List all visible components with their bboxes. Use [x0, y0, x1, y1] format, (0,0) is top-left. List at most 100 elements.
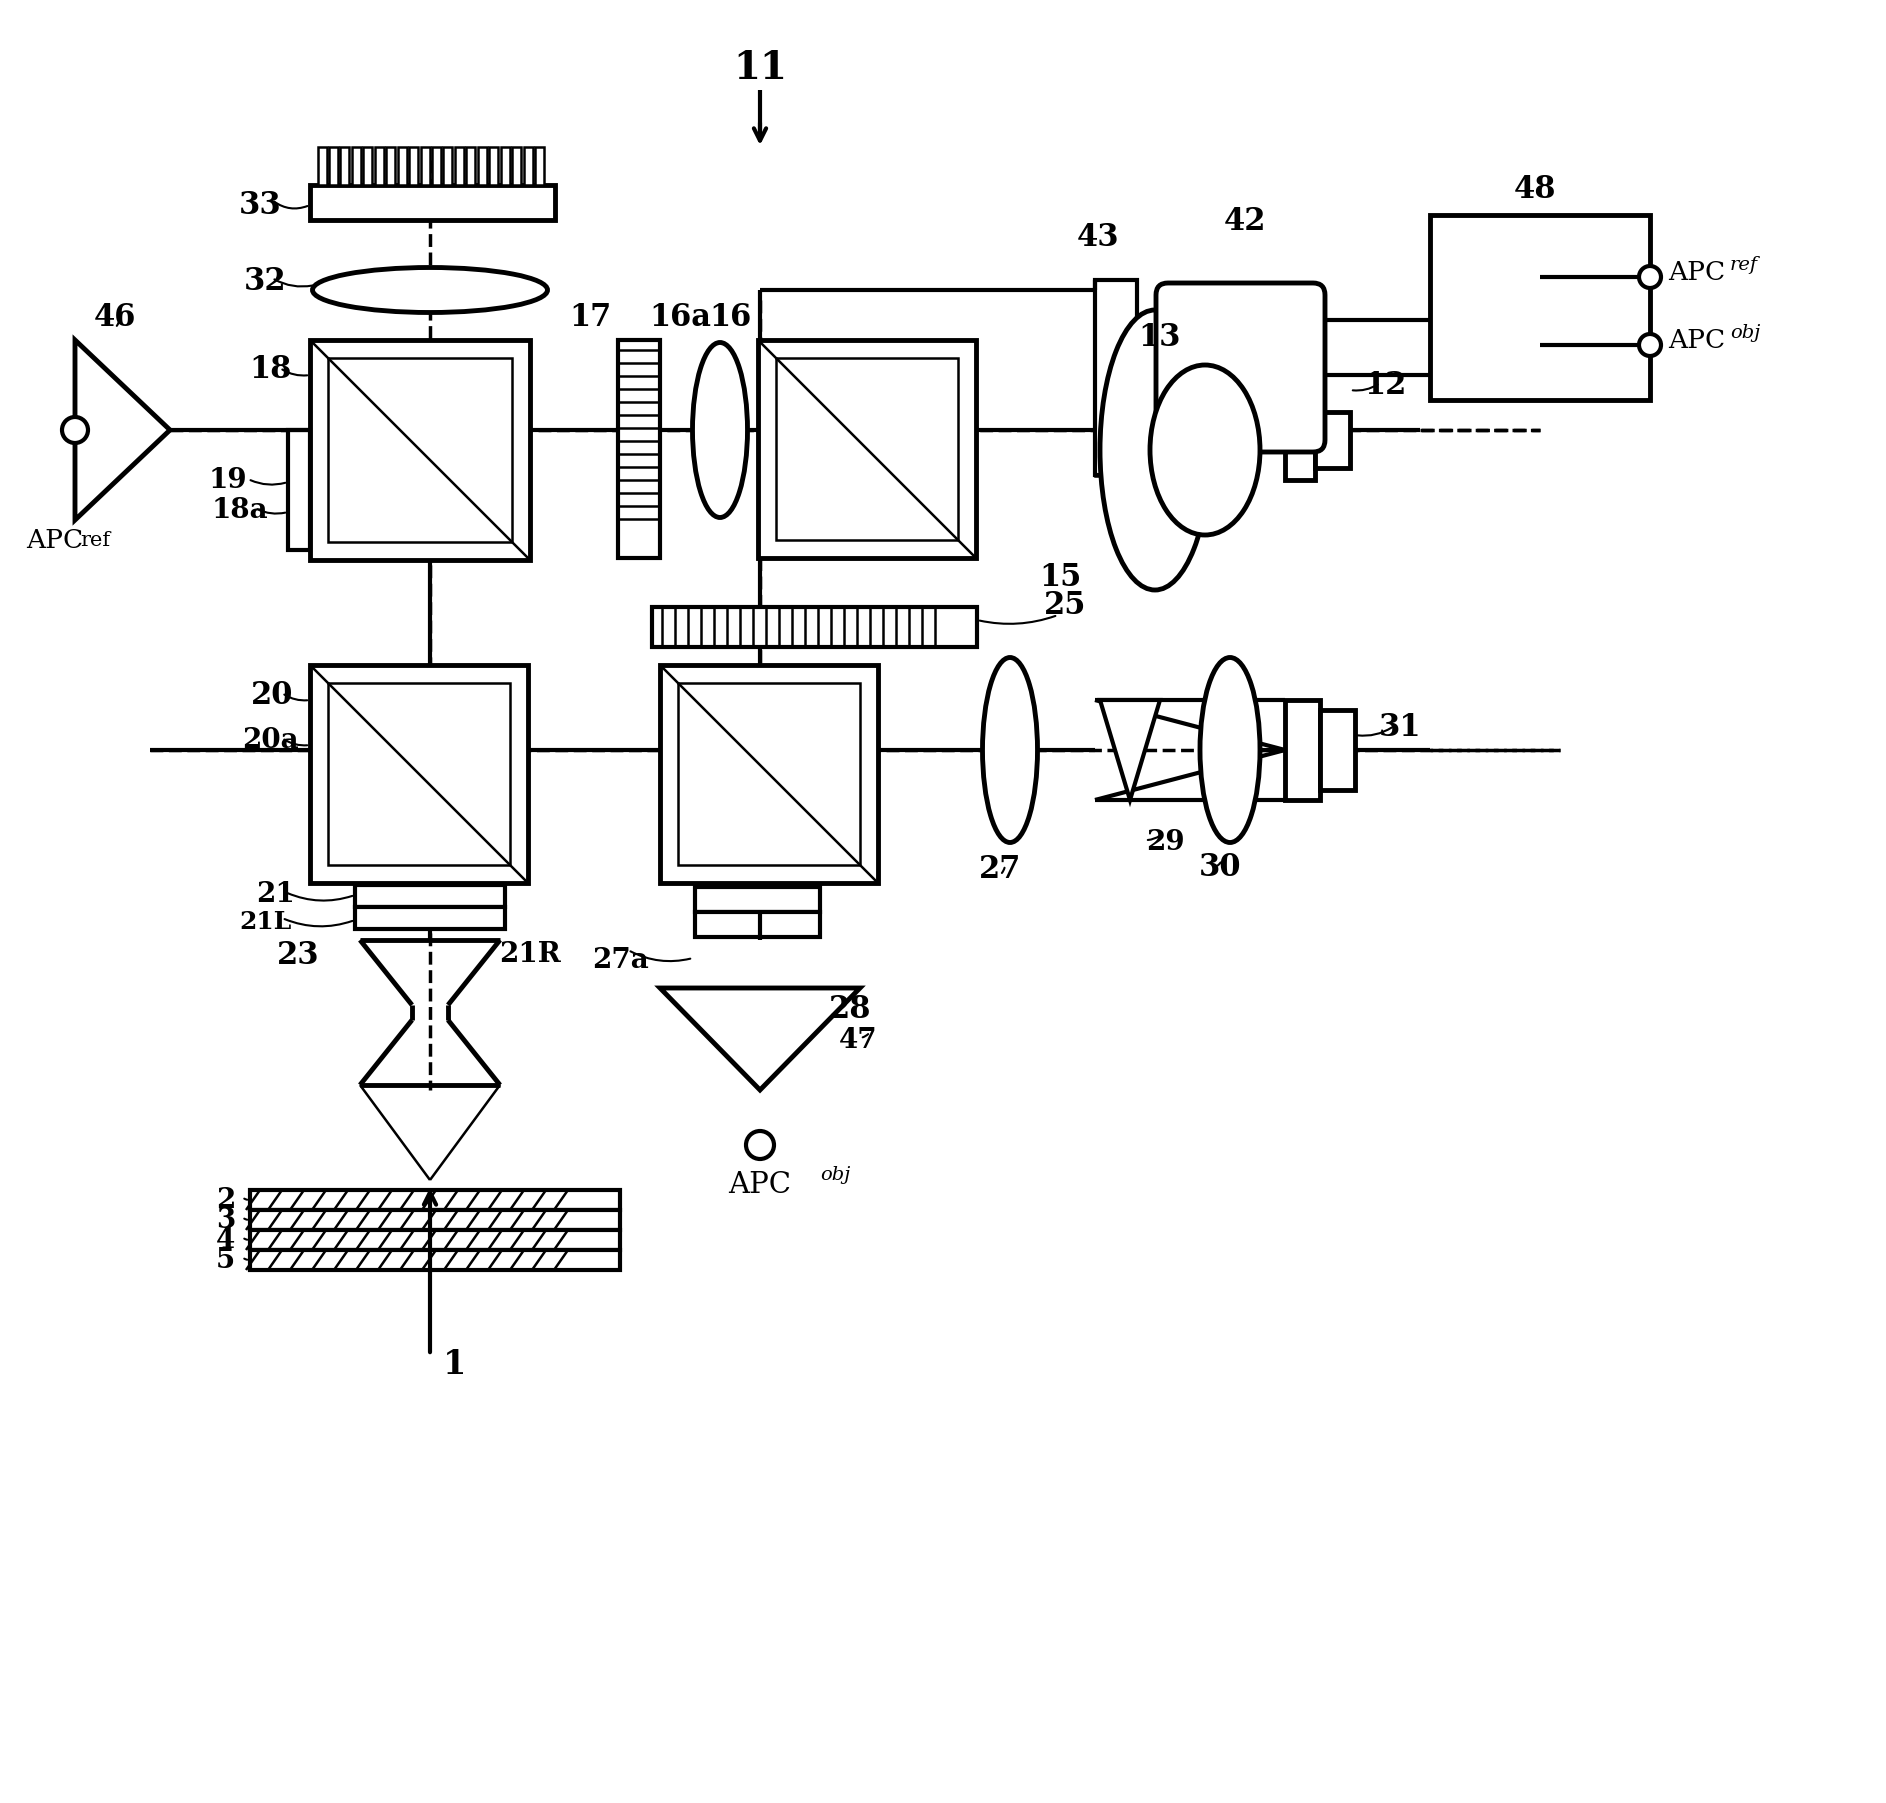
Bar	[309, 665, 528, 883]
Ellipse shape	[983, 658, 1037, 842]
Bar	[1430, 215, 1650, 400]
Bar	[355, 907, 505, 929]
Bar	[328, 148, 338, 186]
Text: 17: 17	[570, 303, 611, 334]
Bar	[524, 148, 534, 186]
Bar	[1315, 413, 1350, 469]
Bar	[477, 148, 487, 186]
Bar	[502, 148, 509, 186]
Text: ref: ref	[79, 530, 109, 550]
Bar	[421, 148, 430, 186]
Bar	[1096, 420, 1137, 436]
Bar	[1284, 700, 1320, 801]
Text: obj: obj	[1729, 325, 1760, 343]
Bar	[488, 148, 498, 186]
Text: 47: 47	[839, 1026, 877, 1053]
Text: 2: 2	[215, 1186, 236, 1213]
Text: 11: 11	[734, 49, 786, 87]
Text: 23: 23	[277, 939, 319, 970]
Bar	[353, 148, 360, 186]
Bar	[1284, 400, 1315, 480]
Bar	[1096, 380, 1137, 397]
Text: 21: 21	[256, 882, 294, 909]
Text: 19: 19	[209, 467, 247, 494]
Text: 46: 46	[94, 303, 136, 334]
Bar	[536, 148, 543, 186]
Text: 20: 20	[251, 680, 292, 710]
Text: 3: 3	[215, 1206, 236, 1233]
Ellipse shape	[1150, 364, 1260, 535]
Ellipse shape	[313, 267, 547, 312]
Bar	[398, 148, 407, 186]
Bar	[696, 887, 820, 912]
Circle shape	[62, 416, 89, 444]
Bar	[432, 148, 441, 186]
Bar	[677, 683, 860, 865]
Bar	[1096, 279, 1137, 296]
Ellipse shape	[1100, 310, 1211, 590]
Bar	[660, 665, 879, 883]
Text: 18: 18	[249, 355, 290, 386]
FancyBboxPatch shape	[1156, 283, 1326, 453]
Text: ref: ref	[1729, 256, 1758, 274]
Text: 15: 15	[1039, 563, 1081, 593]
Text: 29: 29	[1145, 829, 1184, 855]
Text: 31: 31	[1379, 712, 1422, 743]
Bar	[1096, 440, 1137, 456]
Ellipse shape	[692, 343, 747, 517]
Text: APC: APC	[1667, 260, 1726, 285]
Bar	[1096, 299, 1137, 316]
Text: 12: 12	[1364, 370, 1407, 400]
Bar	[251, 1190, 620, 1210]
Bar	[696, 912, 820, 938]
Text: 33: 33	[240, 189, 281, 220]
Text: APC: APC	[728, 1170, 792, 1199]
Bar	[1096, 460, 1137, 476]
Text: 42: 42	[1224, 207, 1266, 238]
Bar	[319, 148, 326, 186]
Bar	[251, 1249, 620, 1269]
Text: 48: 48	[1514, 175, 1556, 206]
Bar	[362, 148, 372, 186]
Bar	[375, 148, 385, 186]
Text: 25: 25	[1043, 590, 1086, 620]
Text: APC: APC	[26, 528, 83, 552]
Text: 18a: 18a	[211, 496, 268, 523]
Text: 43: 43	[1077, 222, 1118, 254]
Bar	[309, 341, 530, 561]
Text: 21L: 21L	[240, 911, 290, 934]
Bar	[758, 341, 975, 557]
Bar	[455, 148, 464, 186]
Text: 13: 13	[1139, 323, 1181, 353]
Bar	[409, 148, 419, 186]
Text: obj: obj	[820, 1167, 851, 1185]
Bar	[1096, 400, 1137, 416]
Bar	[387, 148, 394, 186]
Bar	[328, 359, 511, 543]
Bar	[1320, 710, 1354, 790]
Bar	[1096, 361, 1137, 377]
Bar	[653, 608, 977, 647]
Text: 32: 32	[243, 267, 287, 297]
Text: 16: 16	[709, 303, 751, 334]
Circle shape	[1639, 334, 1662, 355]
Text: 16a: 16a	[649, 303, 711, 334]
Text: 20a: 20a	[241, 727, 298, 754]
Circle shape	[1639, 267, 1662, 288]
Text: 27: 27	[979, 855, 1020, 885]
Bar	[511, 148, 521, 186]
Text: 28: 28	[828, 995, 871, 1026]
Bar	[309, 186, 554, 220]
Bar	[1096, 319, 1137, 335]
Bar	[289, 429, 309, 550]
Bar	[443, 148, 453, 186]
Bar	[251, 1230, 620, 1249]
Bar	[339, 148, 349, 186]
Polygon shape	[1100, 700, 1160, 801]
Bar	[1096, 279, 1137, 474]
Text: 4: 4	[215, 1226, 236, 1253]
Bar	[251, 1210, 620, 1230]
Ellipse shape	[1199, 658, 1260, 842]
Text: 27a: 27a	[592, 947, 649, 974]
Polygon shape	[75, 341, 170, 519]
